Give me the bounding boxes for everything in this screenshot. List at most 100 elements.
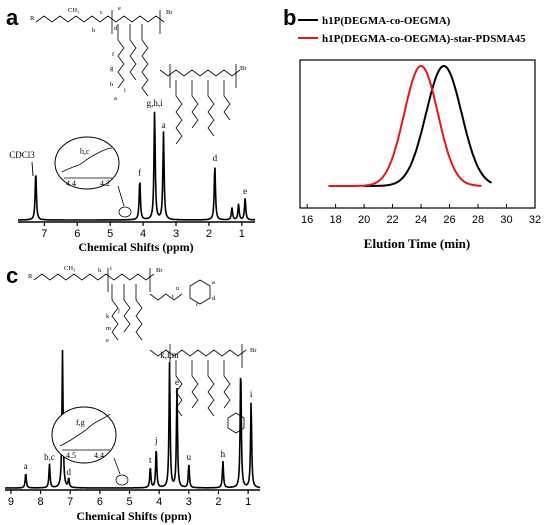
panel-label-a: a <box>6 5 19 30</box>
xtick-label: 7 <box>67 496 73 508</box>
xtick-label: 1 <box>239 228 245 240</box>
legend-entry-black: h1P(DEGMA-co-OEGMA) <box>322 15 451 27</box>
nmr-a-inset: b,c 4.4 4.2 <box>54 136 132 218</box>
nmr-c-plot: 9 8 7 6 5 4 3 2 1 a b,c d tj k,l,m e u h i Chemical Shif… <box>5 349 261 523</box>
gpc-frame <box>299 59 536 209</box>
xtick-label: 4 <box>140 228 146 240</box>
peak-label: i <box>250 389 253 399</box>
peak-label: g,h,i <box>147 98 164 108</box>
gpc-series-black <box>364 64 492 187</box>
nmr-a-plot: 7 6 5 4 3 2 1 CDCl3 f g,h,i a d e Chemical Shifts (… <box>9 98 255 254</box>
svg-text:Br: Br <box>156 267 163 274</box>
peak-label: j <box>154 436 158 446</box>
nmr-a-ticks: 7 6 5 4 3 2 1 <box>41 222 245 240</box>
peak-label: b,c <box>44 452 55 462</box>
gpc-xtick-label: 32 <box>529 214 541 226</box>
xtick-label: 5 <box>126 496 132 508</box>
svg-text:u: u <box>176 285 180 292</box>
xtick-label: 9 <box>8 496 14 508</box>
panel-label-b: b <box>283 5 296 30</box>
svg-text:f: f <box>112 51 115 58</box>
svg-text:Br: Br <box>166 9 173 16</box>
panel-label-c: c <box>6 263 18 288</box>
gpc-legend: h1P(DEGMA-co-OEGMA) h1P(DEGMA-co-OEGMA)-… <box>298 15 526 45</box>
svg-text:t: t <box>172 293 174 300</box>
peak-label: a <box>24 461 28 471</box>
svg-text:m: m <box>106 325 111 332</box>
peak-label: d <box>213 153 218 163</box>
nmr-a-spectrum <box>18 111 255 221</box>
peak-label: e <box>175 377 179 387</box>
svg-text:i: i <box>110 265 112 272</box>
legend-entry-red: h1P(DEGMA-co-OEGMA)-star-PDSMA45 <box>322 33 526 45</box>
nmr-a-inset-label: b,c <box>80 147 90 156</box>
xtick-label: 4 <box>156 496 162 508</box>
structure-a <box>35 10 241 145</box>
svg-text:a: a <box>114 95 117 102</box>
nmr-c-inset-label: f,g <box>76 418 85 427</box>
peak-label: CDCl3 <box>9 150 35 160</box>
gpc-xtick-label: 28 <box>472 214 484 226</box>
svg-text:i: i <box>124 87 126 94</box>
nmr-c-xlabel: Chemical Shifts (ppm) <box>76 509 191 523</box>
svg-text:b: b <box>92 27 95 34</box>
gpc-xtick-label: 22 <box>386 214 398 226</box>
nmr-a-inset-tick-2: 4.2 <box>100 179 110 188</box>
gpc-ticks: 16 18 20 22 24 26 28 30 32 <box>301 204 541 226</box>
xtick-label: 7 <box>41 228 47 240</box>
svg-text:R: R <box>30 15 35 22</box>
xtick-label: 8 <box>38 496 44 508</box>
svg-text:k: k <box>106 313 110 320</box>
svg-text:e: e <box>106 337 109 344</box>
xtick-label: 5 <box>107 228 113 240</box>
xtick-label: 3 <box>186 496 192 508</box>
gpc-plot: 16 18 20 22 24 26 28 30 32 Elution Time (min) h1… <box>298 15 541 251</box>
svg-text:CH₃: CH₃ <box>68 7 79 14</box>
peak-label: f <box>138 168 141 178</box>
structure-a-labels: R CH₃ b c d e Br f g h i a Br <box>30 5 247 102</box>
svg-text:j: j <box>117 307 120 314</box>
nmr-c-inset-tick-1: 4.5 <box>66 451 76 460</box>
svg-text:Br: Br <box>250 347 257 354</box>
structure-c <box>33 268 247 434</box>
xtick-label: 2 <box>215 496 221 508</box>
xtick-label: 3 <box>173 228 179 240</box>
structure-c-labels: R CH₃ h i Br j k m e t u a d c Br <box>28 265 257 354</box>
gpc-series-red <box>328 64 482 187</box>
xtick-label: 1 <box>245 496 251 508</box>
nmr-c-spectrum <box>5 349 261 489</box>
peak-label: k,l,m <box>160 350 179 360</box>
peak-label: h <box>221 449 226 459</box>
nmr-c-inset-tick-2: 4.4 <box>94 451 104 460</box>
gpc-xtick-label: 26 <box>443 214 455 226</box>
nmr-c-inset: f,g 4.5 4.4 <box>51 406 129 486</box>
nmr-a-inset-tick-1: 4.4 <box>66 179 76 188</box>
gpc-xlabel: Elution Time (min) <box>364 236 470 251</box>
gpc-xtick-label: 24 <box>415 214 427 226</box>
peak-label: u <box>187 452 192 462</box>
xtick-label: 6 <box>97 496 103 508</box>
svg-text:g: g <box>110 65 114 72</box>
svg-text:c: c <box>100 9 103 16</box>
svg-text:c: c <box>196 301 199 308</box>
svg-text:h: h <box>98 267 102 274</box>
gpc-xtick-label: 30 <box>500 214 512 226</box>
svg-text:Br: Br <box>240 65 247 72</box>
peak-label: e <box>243 186 247 196</box>
xtick-label: 6 <box>74 228 80 240</box>
peak-label: d <box>67 467 72 477</box>
peak-label: a <box>161 120 165 130</box>
svg-text:h: h <box>110 81 114 88</box>
svg-text:e: e <box>118 5 121 12</box>
gpc-xtick-label: 16 <box>301 214 313 226</box>
xtick-label: 2 <box>206 228 212 240</box>
svg-text:R: R <box>28 273 33 280</box>
gpc-xtick-label: 18 <box>329 214 341 226</box>
nmr-c-ticks: 9 8 7 6 5 4 3 2 1 <box>8 490 251 508</box>
nmr-c-peak-labels: a b,c d tj k,l,m e u h i <box>24 350 253 477</box>
svg-text:CH₃: CH₃ <box>64 265 75 272</box>
nmr-a-peak-labels: CDCl3 f g,h,i a d e <box>9 98 247 196</box>
nmr-a-xlabel: Chemical Shifts (ppm) <box>78 240 193 254</box>
peak-label: t <box>149 455 152 465</box>
